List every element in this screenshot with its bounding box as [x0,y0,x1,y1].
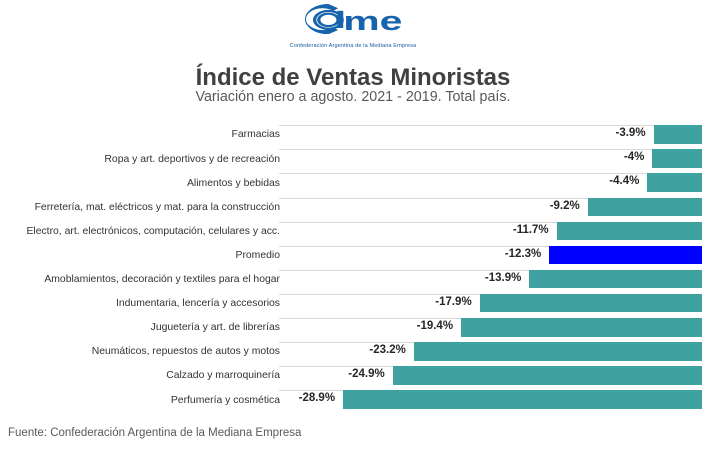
svg-text:me: me [343,7,401,34]
